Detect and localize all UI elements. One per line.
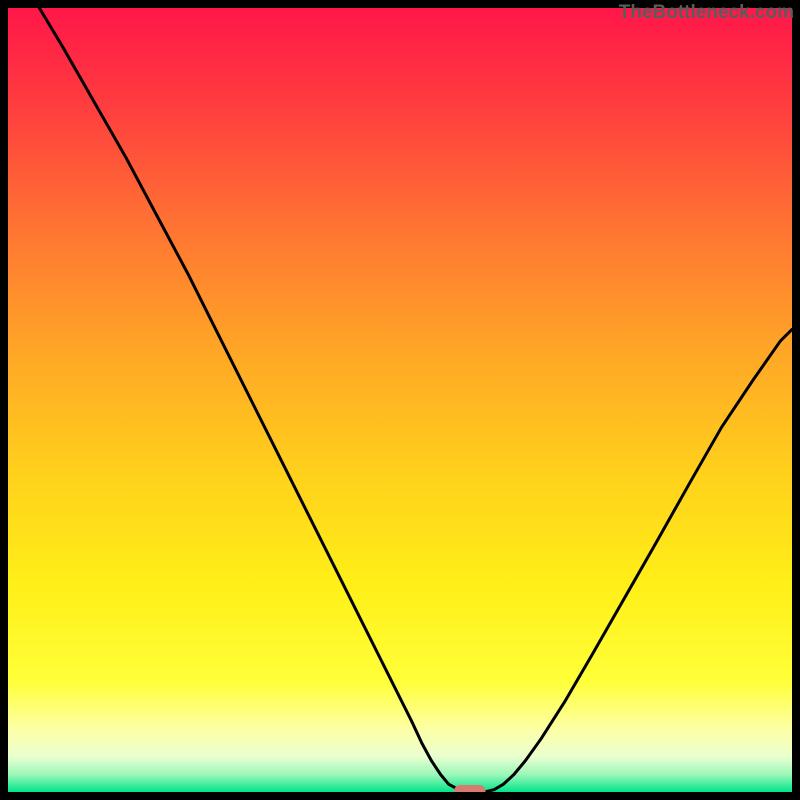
bottleneck-chart: TheBottleneck.com [0, 0, 800, 800]
chart-svg [0, 0, 800, 800]
chart-background-gradient [8, 8, 792, 792]
watermark-text: TheBottleneck.com [619, 2, 794, 24]
